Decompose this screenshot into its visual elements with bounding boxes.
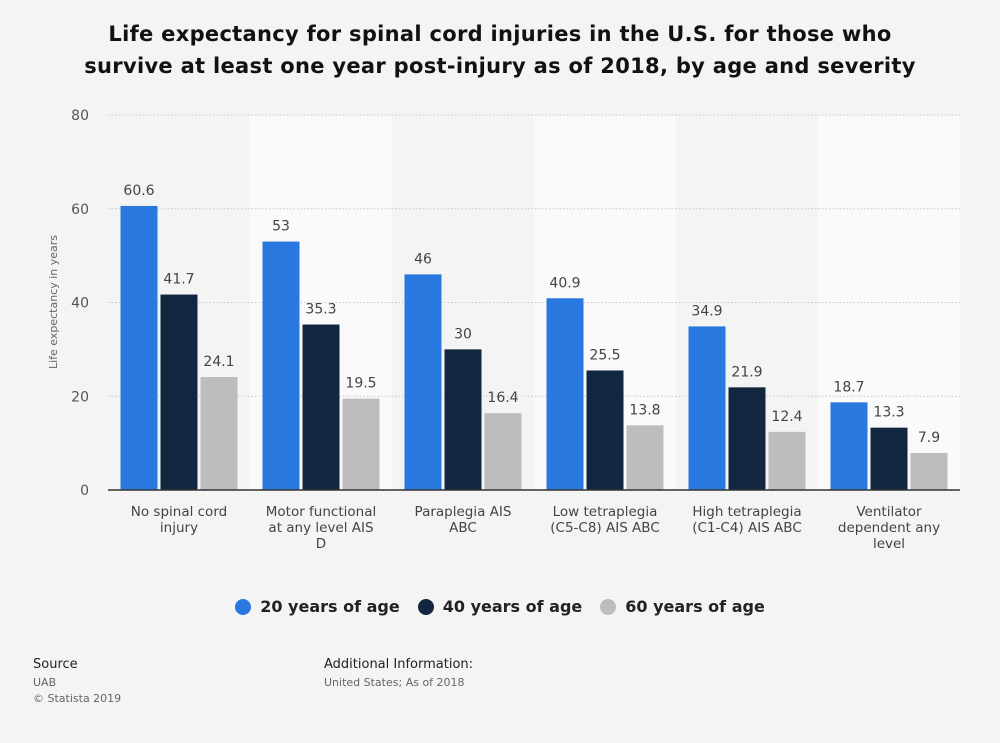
bar [262,241,300,490]
chart-legend: 20 years of age 40 years of age 60 years… [0,597,1000,616]
bar [404,274,442,490]
data-label: 41.7 [163,272,194,288]
legend-marker-icon [600,598,617,615]
y-tick-label: 40 [71,296,89,312]
y-tick-label: 60 [71,202,89,218]
bar [302,324,340,490]
y-tick-label: 80 [71,108,89,124]
data-label: 34.9 [691,303,722,319]
data-label: 13.3 [873,405,904,421]
chart-title-line1: Life expectancy for spinal cord injuries… [108,22,892,46]
data-label: 46 [414,251,432,267]
bar [728,387,766,490]
legend-label: 20 years of age [260,597,400,616]
bar [120,205,158,490]
data-label: 40.9 [549,275,580,291]
data-label: 60.6 [123,183,154,199]
data-label: 7.9 [918,430,940,446]
x-tick-label: Motor functional at any level AIS D [266,504,376,552]
y-axis-label: Life expectancy in years [47,235,60,369]
bar [768,431,806,490]
bar [444,349,482,490]
bar [342,398,380,490]
data-label: 16.4 [487,390,518,406]
source-heading: Source [33,657,78,672]
data-label: 35.3 [305,302,336,318]
additional-info-block: Additional Information: United States; A… [324,657,473,691]
legend-marker-icon [417,598,434,615]
data-label: 24.1 [203,354,234,370]
bar-chart: 0 20 40 60 80 Life expectancy in years 60.6 41.… [47,108,960,552]
source-line: UAB [33,676,57,689]
copyright-line: © Statista 2019 [33,692,122,705]
data-label: 30 [454,326,472,342]
source-block: Source UAB © Statista 2019 [33,657,121,707]
y-tick-label: 20 [71,389,89,405]
bar [200,377,238,490]
additional-info-heading: Additional Information: [324,657,474,672]
x-tick-label: Low tetraplegia (C5-C8) AIS ABC [550,504,660,536]
bar [586,370,624,490]
bar [546,298,584,490]
x-tick-label: Ventilator dependent any level [838,504,940,552]
legend-label: 40 years of age [442,597,583,616]
bar [910,452,948,490]
bar [830,402,868,490]
bar [484,413,522,490]
chart-title: Life expectancy for spinal cord injuries… [0,18,1000,82]
data-label: 13.8 [629,402,660,418]
data-label: 21.9 [731,364,762,380]
data-label: 53 [272,219,290,235]
legend-item-40[interactable]: 40 years of age [417,597,583,616]
x-tick-label: Paraplegia AIS ABC [415,504,512,536]
data-label: 25.5 [589,347,620,363]
chart-title-line2: survive at least one year post-injury as… [84,54,916,78]
bar [688,326,726,490]
legend-label: 60 years of age [625,597,765,616]
bar [626,425,664,490]
x-tick-label: No spinal cord injury [131,504,227,536]
bar [870,427,908,490]
x-tick-label: High tetraplegia (C1-C4) AIS ABC [692,504,802,536]
additional-info-text: United States; As of 2018 [324,676,465,689]
data-label: 19.5 [345,376,376,392]
legend-marker-icon [235,598,252,615]
legend-item-20[interactable]: 20 years of age [235,597,400,616]
data-label: 12.4 [771,409,802,425]
legend-item-60[interactable]: 60 years of age [600,597,765,616]
bar [160,294,198,490]
y-tick-label: 0 [80,483,89,499]
data-label: 18.7 [833,379,864,395]
